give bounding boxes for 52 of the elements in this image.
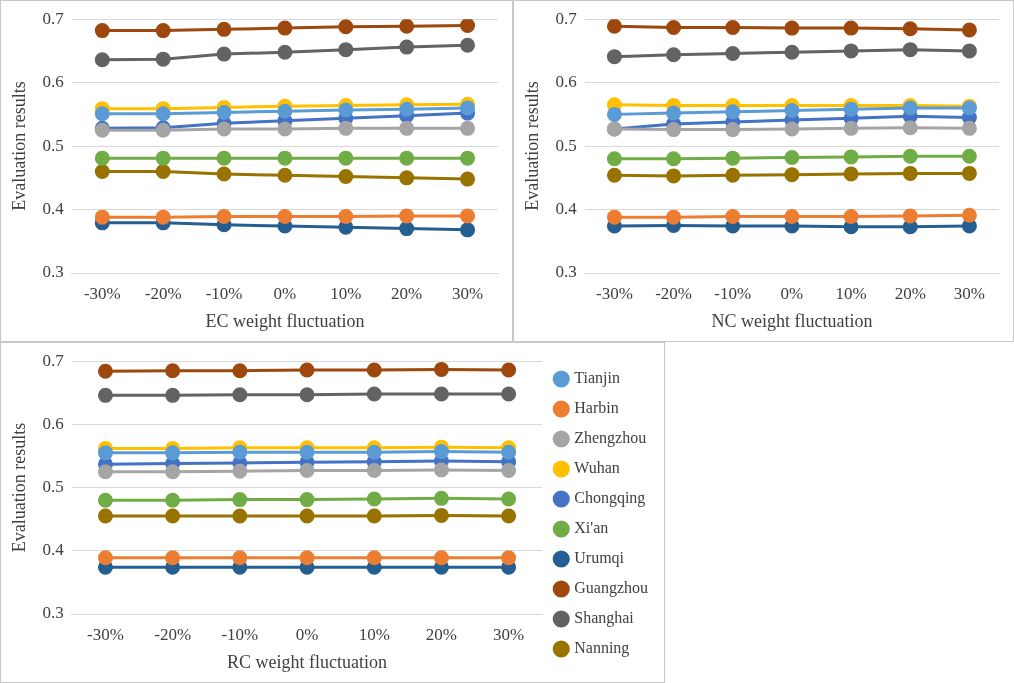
y-tick-label: 0.6 [42, 72, 64, 92]
legend-label: Shanghai [574, 609, 635, 628]
x-tick-label: -30% [87, 624, 124, 644]
y-tick-label: 0.7 [42, 350, 65, 370]
x-tick-label: 10% [330, 283, 362, 303]
x-tick-label: -20% [655, 283, 693, 303]
legend-label: Tianjin [574, 369, 620, 388]
y-tick-label: 0.3 [42, 603, 64, 623]
x-axis-title: EC weight fluctuation [205, 310, 365, 331]
x-tick-label: -30% [596, 283, 633, 303]
legend-label: Nanning [574, 639, 630, 658]
y-tick-label: 0.3 [42, 262, 64, 282]
x-tick-label: 20% [894, 283, 926, 303]
x-tick-label: -10% [714, 283, 752, 303]
x-tick-label: 10% [358, 624, 390, 644]
y-tick-label: 0.5 [555, 135, 577, 155]
y-tick-label: 0.7 [42, 8, 65, 28]
x-tick-label: -10% [205, 283, 243, 303]
y-tick-label: 0.4 [42, 199, 65, 219]
x-axis-title: RC weight fluctuation [227, 651, 388, 672]
y-axis-title: Evaluation results [8, 81, 29, 211]
legend-label: Guangzhou [574, 579, 649, 598]
y-tick-label: 0.4 [42, 540, 65, 560]
legend-label: Xi'an [574, 519, 609, 537]
y-tick-label: 0.3 [555, 262, 577, 282]
y-tick-label: 0.4 [555, 199, 578, 219]
x-tick-label: 20% [425, 624, 458, 644]
x-tick-label: 20% [391, 283, 423, 303]
y-axis-title: Evaluation results [521, 81, 542, 211]
x-tick-label: 30% [451, 283, 484, 303]
y-tick-label: 0.5 [42, 135, 64, 155]
legend-label: Harbin [574, 399, 619, 417]
legend-label: Urumqi [574, 549, 625, 568]
y-tick-label: 0.5 [42, 477, 64, 497]
x-tick-label: -30% [83, 283, 121, 303]
y-tick-label: 0.6 [555, 72, 577, 92]
x-tick-label: 10% [835, 283, 867, 303]
x-tick-label: 0% [273, 283, 297, 303]
legend-label: Zhengzhou [574, 429, 647, 448]
x-tick-label: 30% [953, 283, 985, 303]
legend-label: Wuhan [574, 459, 620, 477]
x-tick-label: 0% [780, 283, 804, 303]
legend-label: Chongqing [574, 489, 646, 508]
y-tick-label: 0.7 [555, 8, 578, 28]
x-tick-label: -20% [154, 624, 192, 644]
x-tick-label: 0% [295, 624, 319, 644]
y-axis-title: Evaluation results [8, 422, 29, 553]
x-tick-label: -10% [221, 624, 259, 644]
y-tick-label: 0.6 [42, 413, 64, 433]
x-tick-label: -20% [144, 283, 182, 303]
x-tick-label: 30% [493, 624, 525, 644]
x-axis-title: NC weight fluctuation [711, 310, 873, 331]
